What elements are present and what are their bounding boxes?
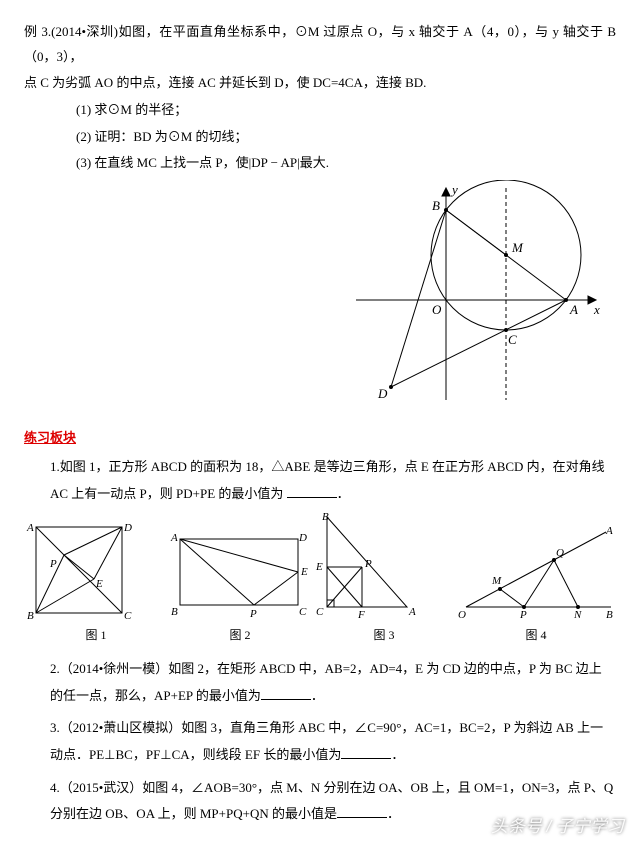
practice-3-line2: 动点．PE⊥BC，PF⊥CA，则线段 EF 长的最小值为． — [24, 743, 616, 768]
svg-text:C: C — [124, 610, 132, 622]
svg-text:D: D — [298, 532, 307, 544]
svg-text:P: P — [249, 608, 257, 620]
svg-text:P: P — [364, 558, 372, 570]
svg-text:M: M — [511, 240, 524, 255]
svg-text:Q: Q — [556, 547, 564, 559]
svg-text:F: F — [357, 609, 365, 621]
example-line1: 例 3.(2014•深圳)如图，在平面直角坐标系中，⊙M 过原点 O，与 x 轴… — [24, 20, 616, 69]
svg-text:C: C — [316, 606, 324, 618]
svg-text:A: A — [569, 302, 578, 317]
svg-text:C: C — [299, 606, 307, 618]
svg-text:A: A — [170, 532, 178, 544]
svg-text:B: B — [606, 609, 613, 621]
figure-2: A D B P C E 图 2 — [168, 527, 312, 647]
svg-text:D: D — [123, 522, 132, 534]
practice-4-line1: 4.（2015•武汉）如图 4，∠AOB=30°，点 M、N 分别在边 OA、O… — [24, 776, 616, 801]
figure-4: O B A M Q P N 图 4 — [456, 522, 616, 647]
practice-1-line2: AC 上有一动点 P，则 PD+PE 的最小值为 ． — [24, 482, 616, 507]
practice-3-line1: 3.（2012•萧山区模拟）如图 3，直角三角形 ABC 中，∠C=90°，AC… — [24, 716, 616, 741]
svg-text:O: O — [432, 302, 442, 317]
svg-text:D: D — [377, 386, 388, 401]
practice-2-line2: 的任一点，那么，AP+EP 的最小值为． — [24, 684, 616, 709]
section-title: 练习板块 — [24, 426, 616, 451]
figure-3: B E P C F A 图 3 — [312, 512, 456, 647]
svg-text:O: O — [458, 609, 466, 621]
svg-text:B: B — [171, 606, 178, 618]
practice-2-line1: 2.（2014•徐州一模）如图 2，在矩形 ABCD 中，AB=2，AD=4，E… — [24, 657, 616, 682]
svg-text:E: E — [95, 578, 103, 590]
example-q1: (1) 求⊙M 的半径； — [24, 98, 616, 123]
example-line2: 点 C 为劣弧 AO 的中点，连接 AC 并延长到 D，使 DC=4CA，连接 … — [24, 71, 616, 96]
svg-text:P: P — [519, 609, 527, 621]
svg-text:B: B — [432, 198, 440, 213]
svg-text:P: P — [49, 558, 57, 570]
svg-text:C: C — [508, 332, 517, 347]
figure-1: A D B C P E 图 1 — [24, 517, 168, 647]
svg-text:x: x — [593, 302, 600, 317]
svg-text:N: N — [573, 609, 582, 621]
svg-text:M: M — [491, 575, 502, 587]
svg-text:E: E — [300, 566, 308, 578]
figure-row: A D B C P E 图 1 A D B P C — [24, 512, 616, 647]
example-q3: (3) 在直线 MC 上找一点 P，使|DP − AP|最大. — [24, 151, 616, 176]
example-q2: (2) 证明：BD 为⊙M 的切线； — [24, 125, 616, 150]
watermark: 头条号 / 子宁学习 — [491, 811, 624, 843]
svg-text:A: A — [408, 606, 416, 618]
svg-text:A: A — [26, 522, 34, 534]
svg-text:B: B — [27, 610, 34, 622]
svg-text:E: E — [315, 561, 323, 573]
main-figure: y x B M O C A D — [24, 180, 606, 410]
svg-text:B: B — [322, 512, 329, 523]
svg-text:A: A — [605, 525, 613, 537]
svg-text:y: y — [450, 182, 458, 197]
practice-1-line1: 1.如图 1，正方形 ABCD 的面积为 18，△ABE 是等边三角形，点 E … — [24, 455, 616, 480]
